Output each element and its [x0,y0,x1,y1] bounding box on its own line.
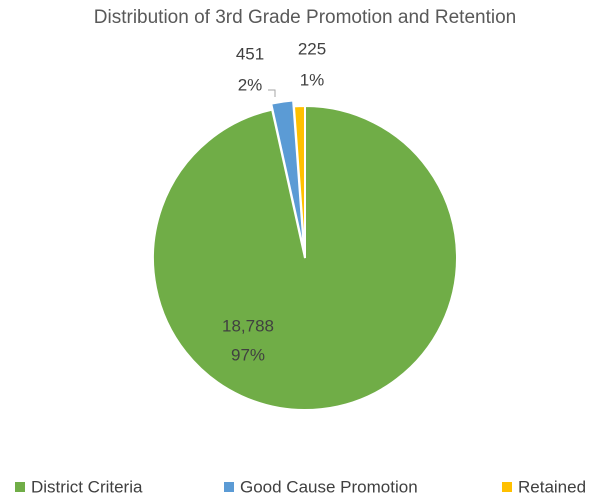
legend-swatch [15,482,25,492]
percent-label: 2% [238,75,263,94]
data-label: 225 [298,39,326,58]
legend-label: Good Cause Promotion [240,477,418,496]
legend-swatch [224,482,234,492]
percent-label: 1% [300,70,325,89]
chart-title: Distribution of 3rd Grade Promotion and … [94,7,516,28]
pie-slice [292,104,306,259]
data-label: 18,788 [222,316,274,335]
leader-line [268,89,276,97]
pie-slice [270,99,306,253]
legend-swatch [502,482,512,492]
legend-label: Retained [518,477,586,496]
legend-label: District Criteria [31,477,143,496]
percent-label: 97% [231,345,265,364]
data-label: 451 [236,44,264,63]
